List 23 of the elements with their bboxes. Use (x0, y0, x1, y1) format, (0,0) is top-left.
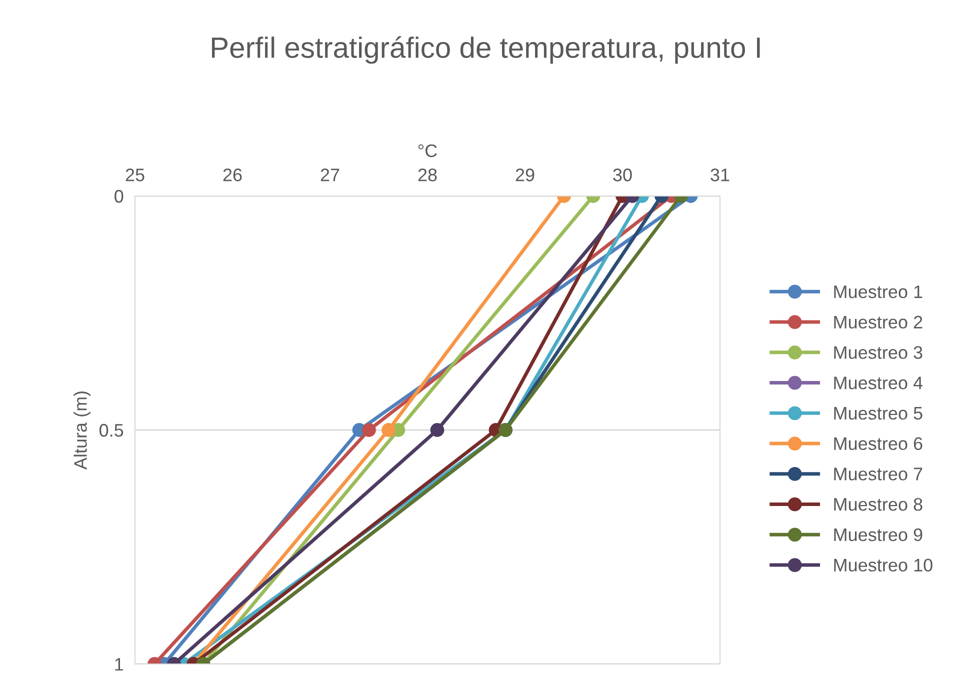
chart-title: Perfil estratigráfico de temperatura, punto I (212, 36, 760, 64)
x-tick-label: 30 (613, 168, 632, 182)
legend-label: Muestreo 6 (834, 437, 922, 450)
legend-label: Muestreo 5 (834, 407, 922, 420)
x-tick-label: 29 (516, 168, 534, 182)
legend-label: Muestreo 3 (834, 346, 922, 359)
legend-label: Muestreo 2 (834, 316, 922, 329)
x-tick-label: 26 (223, 168, 242, 182)
x-tick-label: 25 (126, 168, 144, 182)
y-tick-label: 1 (115, 658, 124, 671)
y-tick-label: 0.5 (99, 424, 124, 437)
legend-label: Muestreo 10 (834, 558, 932, 572)
x-tick-label: 27 (320, 168, 340, 182)
legend-label: Muestreo 9 (834, 528, 922, 542)
x-axis-title: °C (418, 144, 437, 158)
legend-label: Muestreo 4 (834, 376, 923, 390)
x-tick-label: 28 (418, 168, 437, 182)
y-axis-title: Altura (m) (74, 391, 90, 470)
legend-label: Muestreo 1 (834, 286, 922, 298)
legend-label: Muestreo 8 (834, 498, 922, 511)
x-tick-label: 31 (710, 168, 730, 182)
y-tick-label: 0 (114, 190, 124, 203)
legend-label: Muestreo 7 (834, 468, 922, 480)
